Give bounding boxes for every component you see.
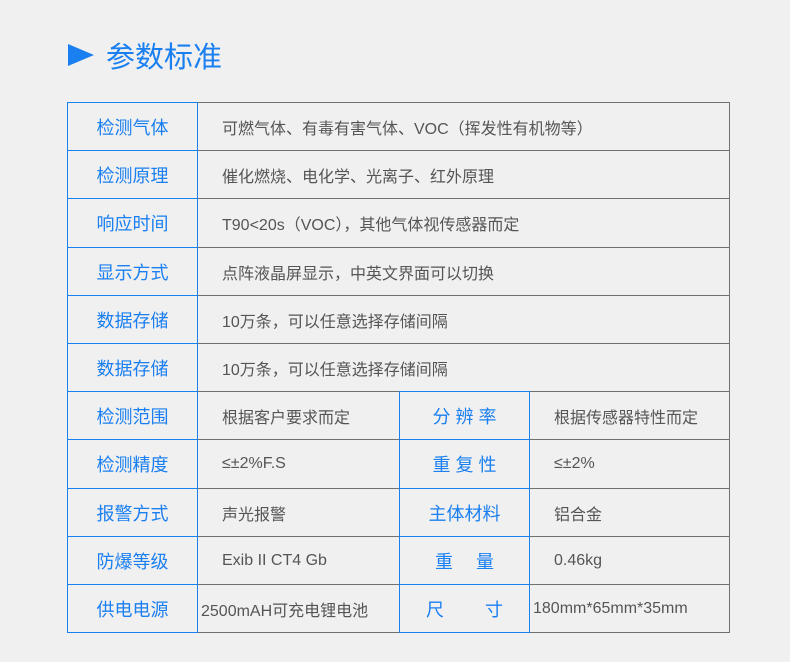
spec-value: ≤±2% xyxy=(529,439,730,489)
section-title-text: 参数标准 xyxy=(106,42,223,74)
arrow-right-icon xyxy=(68,44,94,66)
spec-label: 响应时间 xyxy=(67,198,198,248)
spec-label: 检测气体 xyxy=(67,102,198,151)
spec-value: ≤±2%F.S xyxy=(197,439,400,489)
spec-value: 根据客户要求而定 xyxy=(197,391,400,440)
spec-label: 供电电源 xyxy=(67,584,198,633)
spec-label: 数据存储 xyxy=(67,343,198,392)
spec-value: 10万条，可以任意选择存储间隔 xyxy=(197,295,730,344)
spec-label: 防爆等级 xyxy=(67,536,198,585)
spec-label: 分 辨 率 xyxy=(399,391,530,440)
spec-value: 0.46kg xyxy=(529,536,730,585)
spec-value: Exib II CT4 Gb xyxy=(197,536,400,585)
spec-value: 10万条，可以任意选择存储间隔 xyxy=(197,343,730,392)
spec-label: 重 量 xyxy=(399,536,530,585)
spec-value: 点阵液晶屏显示，中英文界面可以切换 xyxy=(197,247,730,296)
spec-label: 检测精度 xyxy=(67,439,198,489)
spec-value: 180mm*65mm*35mm xyxy=(529,584,730,633)
spec-label: 数据存储 xyxy=(67,295,198,344)
spec-label: 显示方式 xyxy=(67,247,198,296)
spec-value: 催化燃烧、电化学、光离子、红外原理 xyxy=(197,150,730,199)
spec-label: 尺 寸 xyxy=(399,584,530,633)
spec-value: 声光报警 xyxy=(197,488,400,537)
spec-value: 铝合金 xyxy=(529,488,730,537)
spec-value: 根据传感器特性而定 xyxy=(529,391,730,440)
spec-value: 可燃气体、有毒有害气体、VOC（挥发性有机物等） xyxy=(197,102,730,151)
spec-label: 报警方式 xyxy=(67,488,198,537)
spec-label: 检测原理 xyxy=(67,150,198,199)
spec-value: T90<20s（VOC），其他气体视传感器而定 xyxy=(197,198,730,248)
spec-value: 2500mAH可充电锂电池 xyxy=(197,584,400,633)
section-title: 参数标准 xyxy=(68,34,222,76)
spec-label: 主体材料 xyxy=(399,488,530,537)
spec-label: 重 复 性 xyxy=(399,439,530,489)
spec-label: 检测范围 xyxy=(67,391,198,440)
